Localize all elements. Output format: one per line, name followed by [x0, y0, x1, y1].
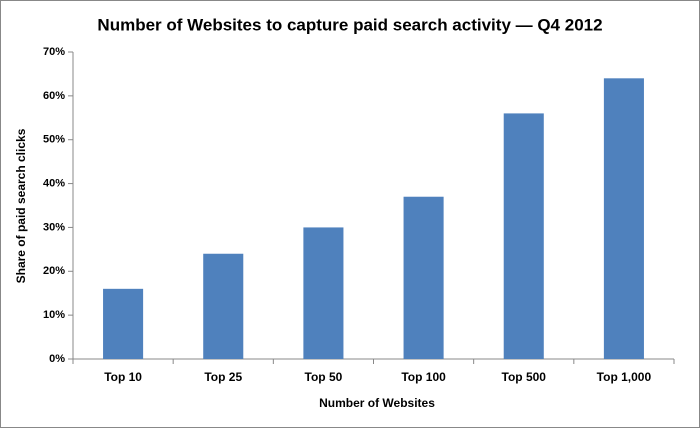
- x-tick-label: Top 500: [502, 370, 547, 384]
- y-tick-label: 30%: [43, 221, 65, 233]
- x-tick-label: Top 100: [401, 370, 446, 384]
- bar: [403, 196, 444, 359]
- bar: [203, 253, 244, 359]
- x-axis-title: Number of Websites: [319, 396, 435, 410]
- bar: [603, 78, 644, 360]
- x-tick-label: Top 1,000: [597, 370, 652, 384]
- y-tick-label: 70%: [43, 46, 65, 58]
- y-tick-label: 0%: [49, 353, 65, 365]
- y-tick-label: 50%: [43, 134, 65, 146]
- bar: [103, 288, 144, 359]
- chart-title: Number of Websites to capture paid searc…: [97, 15, 602, 34]
- y-axis-title: Share of paid search clicks: [14, 128, 28, 283]
- bar: [503, 113, 544, 360]
- y-tick-label: 60%: [43, 90, 65, 102]
- bar: [303, 227, 344, 359]
- y-tick-label: 10%: [43, 309, 65, 321]
- y-tick-label: 40%: [43, 177, 65, 189]
- x-tick-label: Top 50: [305, 370, 343, 384]
- x-tick-label: Top 10: [104, 370, 142, 384]
- y-tick-label: 20%: [43, 265, 65, 277]
- x-tick-label: Top 25: [204, 370, 242, 384]
